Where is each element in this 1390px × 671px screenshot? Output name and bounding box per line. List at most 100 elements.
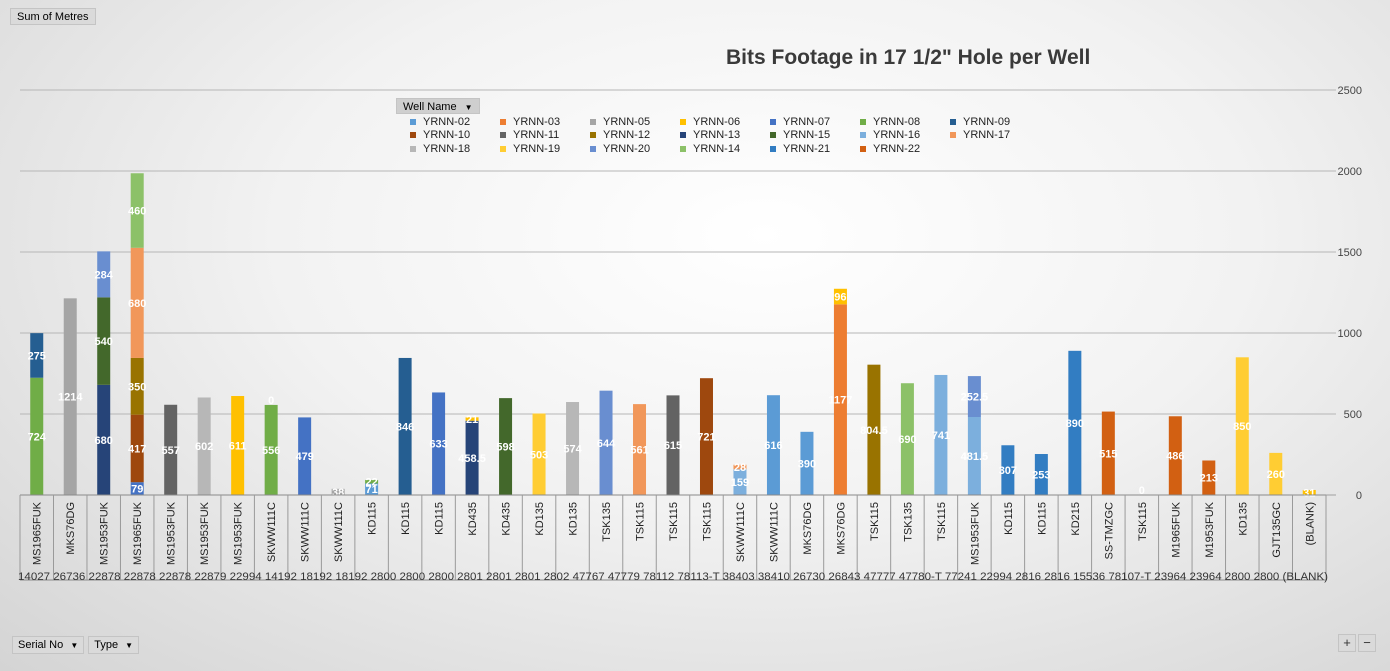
x-category-label: TSK115 — [936, 502, 948, 541]
data-label: 556 — [262, 445, 280, 457]
data-label: 31 — [1303, 487, 1315, 499]
bar-segment — [699, 378, 713, 495]
expand-button[interactable]: + — [1338, 634, 1356, 652]
x-category-label: KD115 — [367, 502, 379, 535]
x-category-label: KD135 — [534, 502, 546, 536]
x-category-label: (BLANK) — [1304, 502, 1316, 545]
bar-segment — [130, 357, 144, 415]
data-label: 460 — [128, 206, 146, 218]
legend-item: YRNN-21 — [770, 142, 860, 156]
bar-segment — [130, 247, 144, 358]
legend-swatch — [860, 118, 866, 125]
bar-segment — [63, 298, 77, 495]
bar-segment — [164, 404, 178, 495]
legend-item: YRNN-14 — [680, 142, 770, 156]
bar-segment — [264, 404, 278, 495]
bar-segment — [733, 469, 747, 495]
x-category-label: TSK115 — [701, 502, 713, 541]
bar-segment — [130, 482, 144, 495]
legend-swatch — [860, 132, 866, 139]
legend-label: YRNN-06 — [693, 115, 741, 128]
x-category-label: SS-TMZGC — [1103, 502, 1115, 559]
chevron-down-icon: ▼ — [70, 641, 79, 650]
data-label: 515 — [1099, 448, 1117, 460]
legend-label: YRNN-17 — [963, 129, 1011, 142]
data-label: 96 — [834, 292, 846, 304]
bar-segment — [1235, 357, 1249, 495]
bar-segment — [1168, 416, 1182, 495]
bar-segment — [633, 404, 647, 495]
y-axis-ticks: 0 500 1000 1500 2000 2500 — [1338, 85, 1362, 502]
type-field-button[interactable]: Type ▼ — [88, 636, 140, 654]
data-label: 260 — [1267, 469, 1285, 481]
data-label: 602 — [195, 441, 213, 453]
legend-swatch — [950, 132, 956, 139]
legend-label: YRNN-13 — [693, 129, 741, 142]
data-label: 680 — [95, 435, 113, 447]
x-category-label: SKWW111C — [333, 502, 345, 562]
bar-segment — [766, 395, 780, 495]
x-category-label: MS1953FUK — [166, 501, 178, 565]
data-label: 71 — [365, 484, 377, 496]
legend-item: YRNN-02 — [410, 115, 500, 129]
collapse-button[interactable]: − — [1358, 634, 1376, 652]
legend-item: YRNN-11 — [500, 129, 590, 143]
data-label: 574 — [563, 444, 582, 456]
x-category-label: M1953FUK — [1204, 501, 1216, 557]
legend-label: YRNN-16 — [873, 129, 921, 142]
legend-swatch — [500, 118, 506, 125]
data-label: 557 — [162, 445, 180, 457]
x-category-label: TSK115 — [1137, 502, 1149, 541]
legend-swatch — [410, 118, 416, 125]
legend-label: YRNN-07 — [783, 115, 831, 128]
data-label: 458.5 — [458, 453, 486, 465]
chart-legend: YRNN-02 YRNN-03 YRNN-05 YRNN-06 YRNN-07 YRNN-… — [410, 115, 1050, 156]
data-label: 850 — [1233, 421, 1251, 433]
legend-item: YRNN-06 — [680, 115, 770, 129]
x-category-label: KD115 — [400, 502, 412, 535]
x-category-label: MKS76DG — [65, 502, 77, 555]
data-label: 741 — [932, 430, 950, 442]
data-label: 644 — [597, 438, 616, 450]
x-category-label: GJT135GC — [1271, 502, 1283, 558]
data-label: 307 — [999, 465, 1017, 477]
bar-segment — [833, 304, 847, 495]
x-category-label: TSK115 — [869, 502, 881, 541]
legend-label: YRNN-20 — [603, 142, 651, 155]
x-category-label: SKWW111C — [768, 502, 780, 562]
x-category-label: MKS76DG — [835, 502, 847, 555]
x-category-label: TSK115 — [668, 502, 680, 541]
legend-item: YRNN-13 — [680, 129, 770, 143]
serial-no-field-button[interactable]: Serial No ▼ — [12, 636, 85, 654]
x-category-label: SKWW111C — [300, 502, 312, 562]
bar-segment — [1302, 489, 1316, 495]
legend-item: YRNN-10 — [410, 129, 500, 143]
sum-of-metres-field-button[interactable]: Sum of Metres — [10, 8, 96, 25]
legend-swatch — [770, 145, 776, 152]
bar-segment — [1068, 350, 1082, 495]
chevron-down-icon: ▼ — [125, 641, 134, 650]
legend-item: YRNN-08 — [860, 115, 950, 129]
legend-label: YRNN-03 — [513, 115, 561, 128]
bar-segment — [666, 395, 680, 495]
legend-swatch — [950, 118, 956, 125]
data-label: 598 — [496, 442, 514, 454]
chevron-down-icon: ▼ — [464, 103, 473, 112]
legend-swatch — [860, 145, 866, 152]
data-label: 22 — [365, 477, 377, 489]
legend-swatch — [500, 132, 506, 139]
data-label: 479 — [295, 451, 313, 463]
data-label: 21 — [466, 414, 478, 426]
legend-item: YRNN-20 — [590, 142, 680, 156]
data-label: 252.5 — [961, 392, 989, 404]
data-label: 38 — [332, 487, 344, 499]
bar-segment — [532, 413, 546, 495]
x-category-label: MS1953FUK — [233, 501, 245, 565]
bar-segment — [465, 417, 479, 421]
well-name-filter-button[interactable]: Well Name ▼ — [396, 98, 480, 114]
bar-segment — [331, 488, 345, 495]
bar-segment — [30, 333, 44, 378]
y-tick-label: 0 — [1356, 490, 1362, 502]
data-label: 0 — [1139, 485, 1145, 497]
